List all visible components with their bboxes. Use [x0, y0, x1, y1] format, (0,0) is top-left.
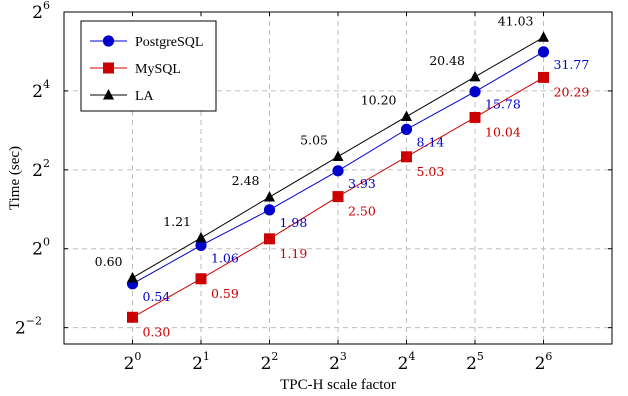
- y-tick-label: 24: [32, 78, 50, 102]
- data-point: [469, 70, 481, 82]
- data-label: 10.20: [361, 93, 397, 108]
- data-label: 5.03: [417, 164, 445, 179]
- data-point: [195, 273, 207, 285]
- x-tick-label: 20: [124, 350, 142, 374]
- y-tick-label: 2−2: [15, 315, 42, 339]
- legend-label: PostgreSQL: [135, 35, 203, 50]
- data-point: [264, 191, 275, 202]
- x-tick-label: 24: [398, 350, 416, 374]
- data-label: 2.50: [348, 204, 376, 219]
- data-label: 3.93: [348, 176, 376, 191]
- data-point: [469, 111, 481, 123]
- series-mysql: [127, 71, 549, 323]
- data-label: 20.29: [554, 84, 590, 99]
- legend-entry-la: LA: [90, 89, 155, 104]
- y-tick-label: 20: [32, 236, 50, 260]
- data-point: [537, 46, 550, 58]
- data-label: 20.48: [429, 53, 465, 68]
- data-label: 0.30: [143, 324, 171, 339]
- data-label: 0.54: [143, 289, 171, 304]
- data-point: [332, 150, 344, 162]
- data-point: [469, 86, 481, 98]
- data-label: 1.98: [280, 215, 308, 230]
- legend-label: MySQL: [135, 62, 181, 77]
- x-tick-label: 25: [466, 350, 484, 374]
- legend: PostgreSQL MySQL LA: [80, 20, 217, 112]
- x-tick-label: 22: [261, 350, 279, 374]
- data-label: 31.77: [554, 57, 590, 72]
- data-point: [401, 110, 412, 122]
- series: [126, 31, 550, 323]
- x-tick-label: 26: [535, 350, 553, 374]
- x-axis-label: TPC-H scale factor: [280, 377, 396, 393]
- data-point: [538, 31, 549, 42]
- data-label: 5.05: [300, 133, 328, 148]
- legend-label: LA: [135, 89, 155, 104]
- data-point: [127, 311, 138, 323]
- data-label: 2.48: [232, 173, 260, 188]
- data-point: [332, 191, 344, 203]
- data-point: [263, 204, 276, 216]
- data-label: 1.19: [280, 246, 308, 261]
- legend-marker: [102, 35, 115, 47]
- data-label: 1.21: [163, 214, 191, 229]
- x-tick-label: 21: [192, 350, 210, 374]
- data-label: 0.59: [211, 286, 239, 301]
- legend-entry-postgresql: PostgreSQL: [90, 35, 203, 50]
- data-label: 41.03: [498, 13, 534, 28]
- y-tick-label: 26: [32, 0, 50, 23]
- data-point: [401, 151, 412, 163]
- data-point: [264, 233, 275, 245]
- data-label: 8.14: [417, 134, 445, 149]
- y-tick-label: 22: [32, 157, 50, 181]
- legend-entry-mysql: MySQL: [90, 62, 181, 77]
- legend-marker: [103, 62, 114, 74]
- data-point: [195, 231, 207, 243]
- series-la: [127, 31, 549, 283]
- y-axis-label: Time (sec): [7, 146, 23, 210]
- data-point: [400, 123, 413, 135]
- y-axis: 2−2 20 22 24 26: [15, 0, 612, 339]
- legend-marker: [103, 89, 114, 100]
- data-labels: 0.54 1.06 1.98 3.93 8.14 15.78 31.77 0.30 0.59 1.…: [95, 13, 590, 339]
- data-point: [127, 271, 138, 283]
- data-point: [332, 165, 344, 177]
- x-axis: 20 21 22 23 24 25 26: [124, 12, 553, 374]
- x-tick-label: 23: [329, 350, 347, 374]
- data-label: 1.06: [211, 250, 239, 265]
- data-label: 10.04: [485, 124, 521, 139]
- data-point: [538, 71, 549, 83]
- data-label: 15.78: [485, 97, 521, 112]
- data-label: 0.60: [95, 254, 123, 269]
- data-point: [195, 239, 207, 252]
